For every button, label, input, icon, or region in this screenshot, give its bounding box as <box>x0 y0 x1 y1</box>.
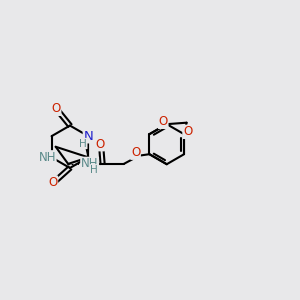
Text: O: O <box>95 138 104 151</box>
Text: O: O <box>52 102 61 115</box>
Text: N: N <box>83 130 93 143</box>
Text: O: O <box>183 125 192 138</box>
Text: O: O <box>131 146 140 159</box>
Text: NH: NH <box>81 158 98 170</box>
Text: O: O <box>159 115 168 128</box>
Text: H: H <box>79 139 87 148</box>
Text: H: H <box>90 165 98 175</box>
Text: NH: NH <box>38 151 56 164</box>
Text: O: O <box>48 176 58 189</box>
